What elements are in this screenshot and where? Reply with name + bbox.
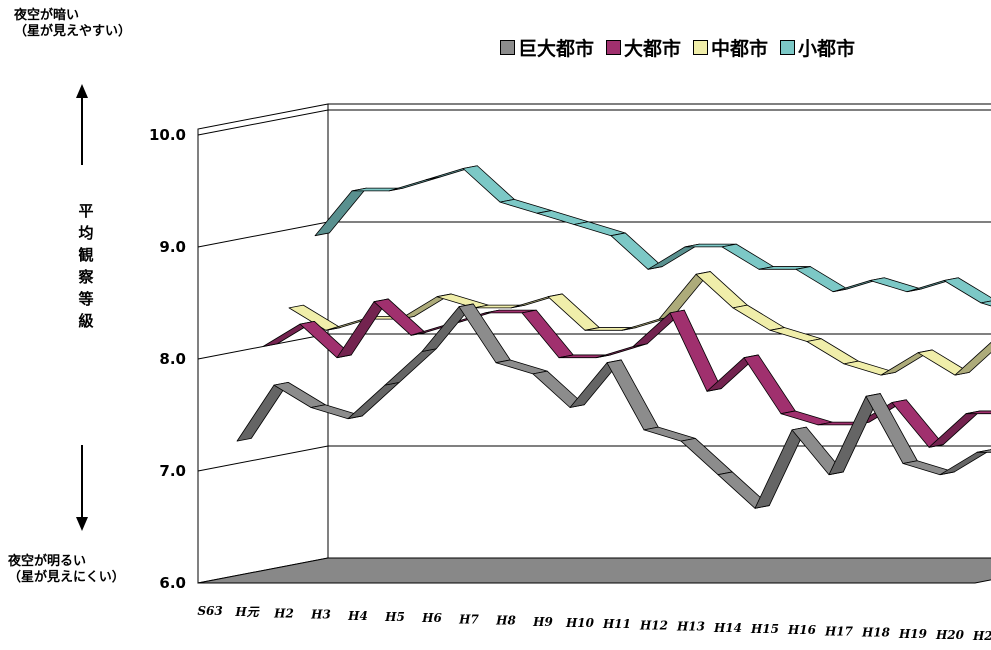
x-tick-label: H15 [750,622,779,636]
gridline [197,109,991,136]
x-tick-label: H18 [861,626,891,640]
x-tick-label: S63 [197,604,222,618]
y-axis-label: 平均観察等級 [78,202,94,330]
x-tick-label: H20 [935,628,965,642]
x-tick-label: H6 [421,611,442,625]
x-tick-label: H7 [458,612,479,626]
x-tick-label: H12 [639,618,668,632]
series-4 [314,165,991,307]
bright-sky-note: 夜空が明るい （星が見えにくい） [8,554,125,586]
ribbon-segment [976,449,991,453]
x-tick-label: H13 [676,620,705,634]
x-tick-label: H5 [384,610,405,624]
x-tick-label: H16 [787,623,817,637]
legend-swatch [693,40,709,55]
y-tick-label: 7.0 [159,462,186,480]
legend-label: 大都市 [624,38,682,60]
x-tick-label: H10 [565,616,595,630]
y-tick-label: 6.0 [159,574,186,592]
x-tick-label: H3 [310,608,331,622]
legend-label: 中都市 [711,38,769,60]
side-wall [197,103,329,584]
legend-item: 巨大都市 [500,34,594,61]
x-tick-label: H11 [602,617,631,631]
x-tick-label: H4 [347,609,368,623]
x-tick-label: H8 [495,614,516,628]
floor [197,557,991,584]
dark-sky-note-line2: （星が見えやすい） [14,24,132,39]
y-tick-label: 8.0 [159,350,186,368]
bright-sky-note-line1: 夜空が明るい [8,554,87,569]
x-tick-label: H2 [273,606,294,620]
down-arrow-icon [76,517,88,531]
x-tick-label: H21 [972,629,991,643]
legend-swatch [500,40,515,55]
dark-sky-note: 夜空が暗い （星が見えやすい） [14,8,131,40]
legend-item: 小都市 [780,34,855,61]
y-tick-label: 9.0 [159,238,186,256]
x-tick-label: H元 [234,605,260,619]
legend-label: 小都市 [798,38,856,60]
x-tick-label: H19 [898,627,928,641]
ribbon-segment [939,449,991,476]
legend: 巨大都市 大都市 中都市 小都市 [500,34,855,61]
legend-label: 巨大都市 [518,38,595,60]
series-3 [288,271,991,376]
legend-item: 大都市 [606,34,681,61]
x-tick-label: H14 [713,621,742,635]
up-arrow-icon [76,84,88,98]
x-tick-label: H9 [532,615,553,629]
series-1 [236,303,991,509]
legend-swatch [606,40,622,55]
ribbon-segment [954,341,991,376]
legend-swatch [780,40,796,55]
ribbon-segment [943,277,991,304]
y-tick-label: 10.0 [149,126,186,144]
x-tick-label: H17 [824,624,854,638]
dark-sky-note-line1: 夜空が暗い [14,8,80,23]
bright-sky-note-line2: （星が見えにくい） [8,570,125,585]
legend-item: 中都市 [693,34,768,61]
